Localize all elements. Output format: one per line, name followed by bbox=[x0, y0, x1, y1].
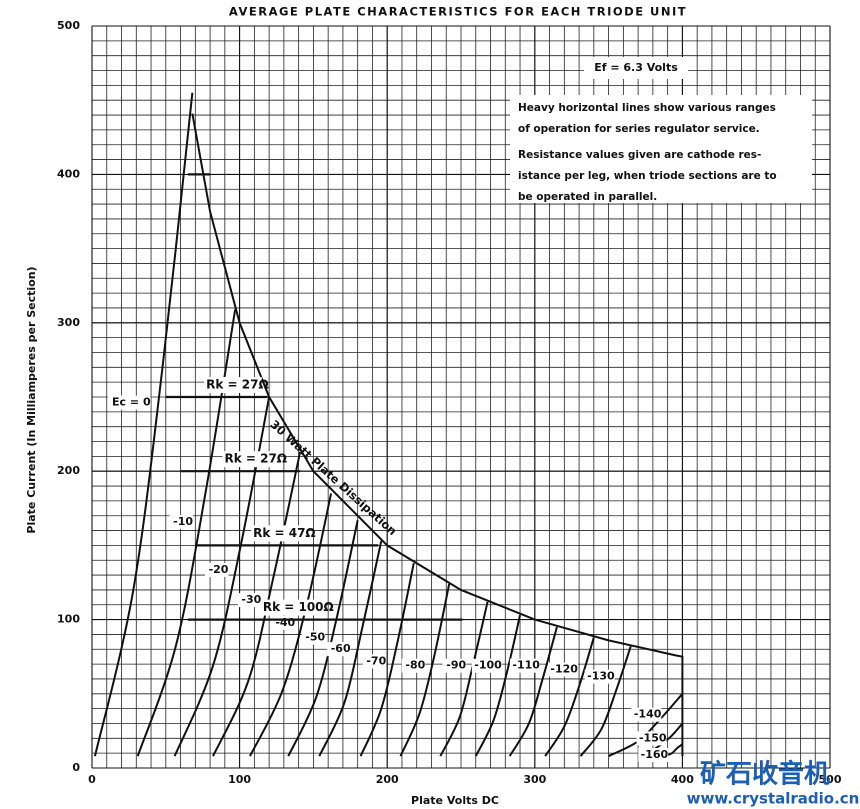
curve-label: -20 bbox=[209, 563, 229, 576]
y-tick-label: 400 bbox=[57, 167, 80, 180]
note-box bbox=[510, 95, 812, 203]
curve-label: -160 bbox=[641, 748, 669, 761]
range-label: Rk = 27Ω bbox=[206, 378, 269, 392]
label-background bbox=[631, 707, 662, 722]
note-line: Resistance values given are cathode res- bbox=[518, 149, 761, 161]
curve-label: -150 bbox=[639, 731, 667, 744]
label-background bbox=[251, 525, 309, 542]
y-tick-label: 300 bbox=[57, 316, 80, 329]
curve-label: -80 bbox=[405, 659, 425, 672]
curve-label: -100 bbox=[474, 659, 502, 672]
note-line: of operation for series regulator servic… bbox=[518, 123, 760, 135]
plate-curve bbox=[608, 693, 684, 758]
plate-curve bbox=[249, 493, 333, 757]
range-label: Rk = 27Ω bbox=[224, 452, 287, 466]
note-line: be operated in parallel. bbox=[518, 191, 657, 203]
label-background bbox=[547, 662, 578, 677]
range-label: Rk = 100Ω bbox=[263, 600, 334, 614]
x-tick-label: 200 bbox=[376, 773, 399, 786]
label-background bbox=[204, 377, 262, 393]
label-background bbox=[107, 395, 151, 410]
plate-curve bbox=[93, 92, 194, 757]
label-background bbox=[636, 731, 667, 746]
curve-label: -70 bbox=[366, 654, 386, 667]
plate-curve bbox=[136, 309, 237, 757]
plate-curve bbox=[579, 645, 632, 757]
y-tick-label: 200 bbox=[57, 464, 80, 477]
y-tick-label: 100 bbox=[57, 613, 80, 626]
label-background bbox=[237, 593, 262, 608]
label-background bbox=[204, 562, 229, 577]
x-tick-label: 500 bbox=[819, 773, 842, 786]
curve-label: -130 bbox=[587, 670, 615, 683]
curve-label: -40 bbox=[275, 616, 295, 629]
plate-curve bbox=[439, 601, 489, 757]
x-axis-label: Plate Volts DC bbox=[411, 794, 499, 807]
curve-label: -120 bbox=[550, 663, 578, 676]
plate-curve bbox=[474, 614, 522, 757]
label-background bbox=[301, 630, 326, 645]
y-tick-label: 0 bbox=[72, 761, 80, 774]
filament-box bbox=[584, 57, 688, 79]
y-axis-label: Plate Current (In Milliamperes per Secti… bbox=[25, 266, 38, 533]
label-background bbox=[222, 451, 281, 468]
curve-label: -110 bbox=[512, 659, 540, 672]
curve-label: Ec = 0 bbox=[112, 396, 151, 409]
range-label: Rk = 47Ω bbox=[253, 526, 316, 540]
note-line: istance per leg, when triode sections ar… bbox=[518, 170, 777, 182]
label-background bbox=[509, 658, 540, 673]
curve-label: -140 bbox=[634, 708, 662, 721]
label-background bbox=[584, 669, 615, 684]
x-tick-label: 100 bbox=[228, 773, 251, 786]
label-background bbox=[471, 658, 502, 673]
x-tick-label: 300 bbox=[523, 773, 546, 786]
note-line: Heavy horizontal lines show various rang… bbox=[518, 102, 776, 114]
label-background bbox=[362, 654, 387, 669]
curve-label: -90 bbox=[446, 659, 466, 672]
dissipation-label: 30 Watt Plate Dissipation bbox=[268, 417, 400, 538]
label-background bbox=[401, 658, 426, 673]
curve-label: -50 bbox=[305, 631, 325, 644]
plate-curve bbox=[508, 626, 558, 757]
curve-label: -30 bbox=[241, 593, 261, 606]
curve-label: -60 bbox=[331, 642, 351, 655]
dissipation-curve bbox=[191, 113, 684, 757]
label-background bbox=[327, 642, 351, 657]
plate-curve bbox=[212, 451, 302, 757]
dissipation-label-group: 30 Watt Plate Dissipation bbox=[268, 417, 400, 538]
x-tick-label: 400 bbox=[671, 773, 694, 786]
watermark: 矿石收音机 bbox=[700, 759, 830, 790]
x-tick-label: 0 bbox=[88, 773, 96, 786]
filament-note: Ef = 6.3 Volts bbox=[594, 61, 678, 74]
curve-label: -10 bbox=[173, 515, 193, 528]
label-background bbox=[169, 514, 194, 529]
y-tick-label: 500 bbox=[57, 19, 80, 32]
label-background bbox=[442, 658, 467, 673]
plate-curve bbox=[544, 637, 595, 757]
label-background bbox=[638, 748, 669, 763]
chart-title: AVERAGE PLATE CHARACTERISTICS FOR EACH T… bbox=[229, 5, 687, 19]
plate-curve bbox=[318, 540, 383, 757]
plate-curve bbox=[399, 583, 451, 757]
watermark: www.crystalradio.cn bbox=[687, 790, 860, 808]
label-background bbox=[260, 599, 326, 616]
plate-curve bbox=[359, 563, 415, 757]
